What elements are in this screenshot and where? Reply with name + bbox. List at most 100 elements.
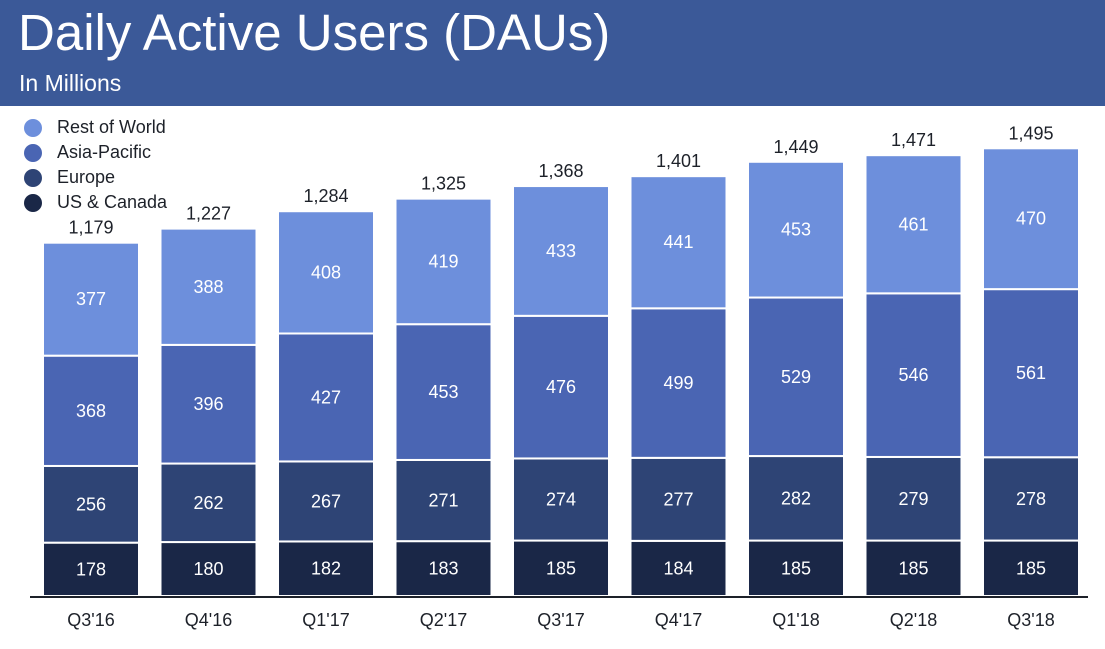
x-tick-label: Q4'17: [655, 610, 702, 630]
data-label: 461: [898, 214, 928, 234]
bar-segment-us-canada: [629, 539, 728, 597]
bar-segment-rest-of-world: [982, 147, 1080, 291]
data-label: 182: [311, 559, 341, 579]
legend-swatch-us-canada: [24, 193, 42, 212]
total-label: 1,227: [186, 204, 231, 224]
total-label: 1,449: [773, 137, 818, 157]
legend-swatch-rest-of-world: [24, 118, 42, 137]
bar-segment-rest-of-world: [629, 175, 728, 310]
total-label: 1,284: [303, 186, 348, 206]
bar-segment-asia-pacific: [277, 332, 375, 463]
data-label: 408: [311, 262, 341, 282]
bar-segment-europe: [159, 462, 258, 544]
data-label: 561: [1016, 363, 1046, 383]
bar-segment-rest-of-world: [512, 185, 610, 317]
x-tick-label: Q2'18: [890, 610, 937, 630]
bar-segment-us-canada: [747, 539, 845, 597]
bar-segment-asia-pacific: [629, 307, 728, 459]
total-label: 1,401: [656, 151, 701, 171]
x-tick-label: Q1'17: [302, 610, 349, 630]
total-label: 1,471: [891, 130, 936, 150]
x-tick-label: Q1'18: [772, 610, 819, 630]
bars-layer: [42, 147, 1080, 598]
legend-item-rest-of-world: Rest of World: [24, 115, 167, 140]
data-label: 499: [663, 373, 693, 393]
bar-segment-europe: [512, 457, 610, 542]
bar-segment-rest-of-world: [747, 160, 845, 299]
bar-segment-us-canada: [159, 541, 258, 597]
x-tick-label: Q3'16: [67, 610, 114, 630]
data-label: 396: [193, 394, 223, 414]
data-label: 262: [193, 493, 223, 513]
bar-segment-asia-pacific: [864, 292, 963, 458]
data-label: 183: [428, 559, 458, 579]
data-label: 377: [76, 289, 106, 309]
data-label: 453: [428, 382, 458, 402]
chart-title: Daily Active Users (DAUs): [18, 4, 611, 61]
legend-label-asia-pacific: Asia-Pacific: [57, 142, 152, 162]
data-label: 433: [546, 241, 576, 261]
data-label: 178: [76, 559, 106, 579]
data-label: 279: [898, 489, 928, 509]
data-label: 470: [1016, 209, 1046, 229]
total-label: 1,325: [421, 174, 466, 194]
bar-segment-europe: [629, 456, 728, 542]
bar-segment-asia-pacific: [747, 296, 845, 458]
total-label: 1,179: [68, 218, 113, 238]
bar-segment-us-canada: [277, 540, 375, 598]
bar-segment-rest-of-world: [159, 227, 258, 346]
bar-segment-asia-pacific: [512, 314, 610, 460]
bar-segment-rest-of-world: [277, 210, 375, 335]
legend-label-europe: Europe: [57, 167, 116, 187]
data-label: 256: [76, 494, 106, 514]
x-tick-label: Q4'16: [185, 610, 232, 630]
data-label: 546: [898, 365, 928, 385]
data-label: 282: [781, 488, 811, 508]
data-label: 180: [193, 559, 223, 579]
data-label: 277: [663, 489, 693, 509]
data-label: 274: [546, 490, 576, 510]
x-tick-label: Q2'17: [420, 610, 467, 630]
data-label: 184: [663, 558, 693, 578]
data-label: 453: [781, 220, 811, 240]
bar-segment-europe: [864, 455, 963, 542]
bar-segment-asia-pacific: [982, 288, 1080, 459]
legend-label-rest-of-world: Rest of World: [57, 117, 166, 137]
data-label: 267: [311, 491, 341, 511]
bar-segment-europe: [277, 460, 375, 543]
bar-segment-rest-of-world: [864, 154, 963, 295]
data-label: 476: [546, 377, 576, 397]
bar-segment-europe: [394, 458, 493, 543]
data-label: 185: [1016, 558, 1046, 578]
total-label: 1,495: [1008, 123, 1053, 143]
bar-segment-asia-pacific: [394, 323, 493, 461]
bar-segment-rest-of-world: [42, 241, 140, 357]
legend-item-us-canada: US & Canada: [24, 190, 167, 215]
legend-item-asia-pacific: Asia-Pacific: [24, 140, 167, 165]
legend-label-us-canada: US & Canada: [57, 192, 168, 212]
legend-item-europe: Europe: [24, 165, 167, 190]
bar-segment-europe: [747, 455, 845, 542]
bar-segment-asia-pacific: [42, 354, 140, 467]
bar-segment-us-canada: [394, 540, 493, 597]
data-label: 271: [428, 491, 458, 511]
legend-swatch-asia-pacific: [24, 143, 42, 162]
data-label: 185: [898, 558, 928, 578]
x-tick-label: Q3'18: [1007, 610, 1054, 630]
data-label: 529: [781, 367, 811, 387]
legend: Rest of World Asia-Pacific Europe US & C…: [24, 115, 167, 215]
data-label: 185: [781, 558, 811, 578]
bar-segment-rest-of-world: [394, 197, 493, 326]
data-label: 419: [428, 251, 458, 271]
total-label: 1,368: [538, 161, 583, 181]
labels-layer: 178 256 368 377 1,179 Q3'16 180 262 396 388 1,227 Q…: [67, 123, 1054, 630]
legend-swatch-europe: [24, 168, 42, 187]
data-label: 441: [663, 232, 693, 252]
x-tick-label: Q3'17: [537, 610, 584, 630]
data-label: 185: [546, 558, 576, 578]
header-banner: Daily Active Users (DAUs) In Millions: [0, 0, 1105, 106]
chart-subtitle: In Millions: [19, 70, 122, 96]
data-label: 427: [311, 387, 341, 407]
data-label: 388: [193, 277, 223, 297]
